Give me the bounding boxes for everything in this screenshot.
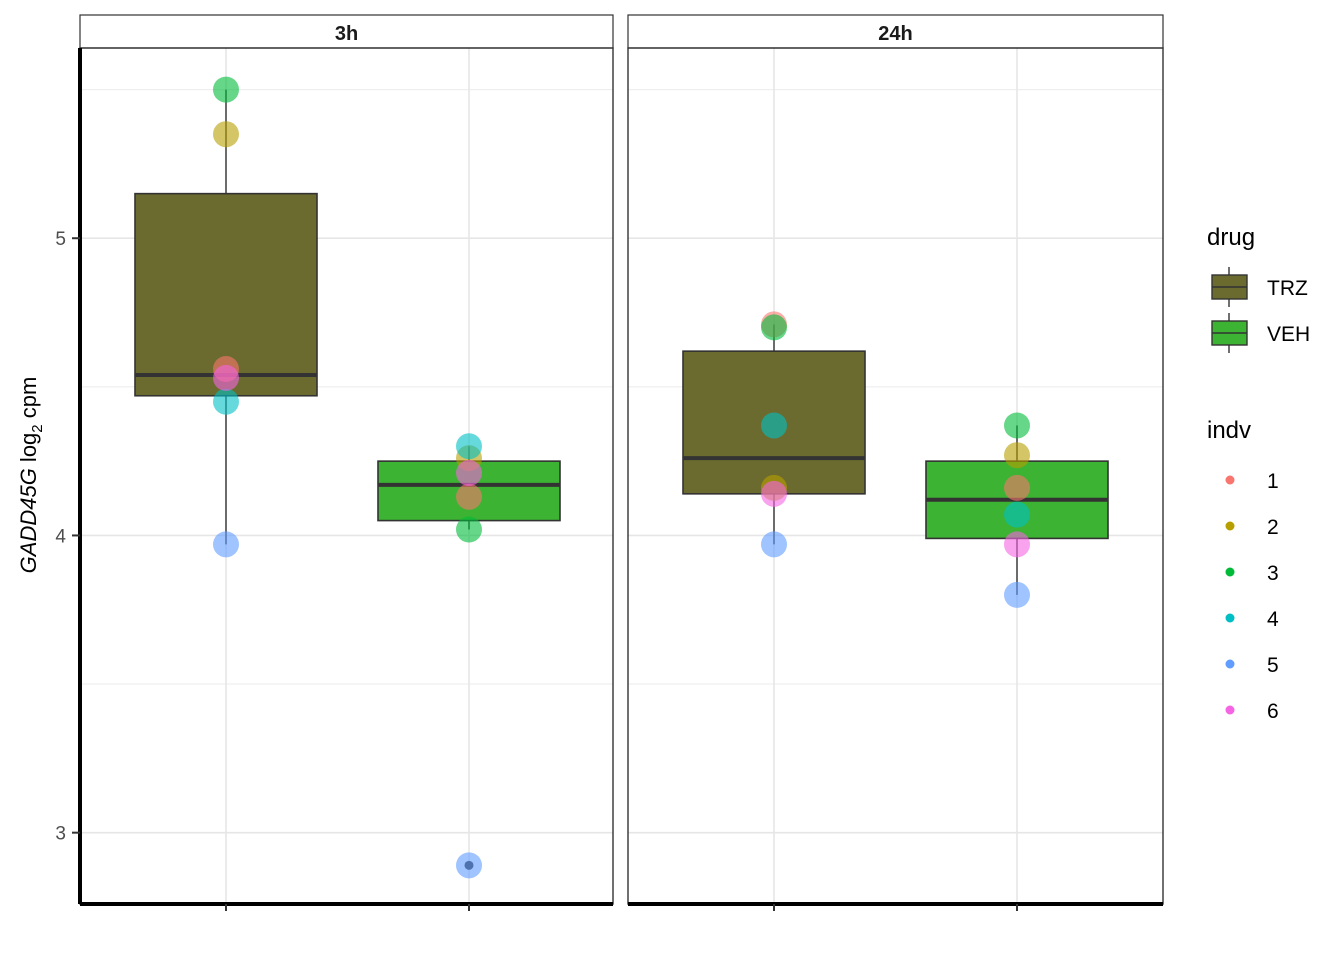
facet-strip-label: 24h: [878, 23, 912, 45]
legend-label-indv-4: 4: [1267, 608, 1279, 631]
point-indv-3: [213, 76, 239, 103]
y-axis-title-sub: 2: [29, 424, 46, 432]
legend-label-trz: TRZ: [1267, 277, 1308, 300]
legend-label-indv-1: 1: [1267, 470, 1279, 493]
point-indv-4: [1004, 501, 1030, 528]
point-indv-6: [456, 460, 482, 487]
point-indv-6: [761, 480, 787, 507]
point-indv-5: [213, 531, 239, 558]
point-indv-1: [1004, 474, 1030, 501]
facet-strip: [79, 14, 614, 49]
y-axis-title-unit: cpm: [16, 377, 41, 419]
point-indv-4: [456, 433, 482, 460]
y-tick-label: 3: [55, 824, 66, 845]
legend-key-indv-4: [1225, 613, 1235, 623]
legend-key-indv-1: [1225, 475, 1235, 485]
legend-label-indv-3: 3: [1267, 562, 1279, 585]
legend-label-indv-6: 6: [1267, 700, 1279, 723]
y-axis-title-gene: GADD45G: [16, 468, 41, 573]
legend: drug TRZ VEH indv 1 2 3 4 5 6: [1207, 224, 1310, 723]
point-indv-6: [213, 364, 239, 391]
legend-label-indv-2: 2: [1267, 516, 1279, 539]
legend-key-indv-6: [1225, 705, 1235, 715]
y-axis-title-log: log: [16, 433, 41, 462]
legend-title-drug: drug: [1207, 224, 1255, 251]
point-indv-4: [761, 412, 787, 439]
point-indv-4: [213, 388, 239, 415]
point-indv-5: [456, 852, 482, 879]
legend-key-indv-3: [1225, 567, 1235, 577]
y-axis-title: GADD45G log2 cpm: [16, 377, 46, 574]
point-indv-2: [1004, 442, 1030, 469]
facet-panel-3h: 3h: [78, 14, 614, 911]
facet-strip: [627, 14, 1164, 49]
y-tick-label: 4: [55, 526, 66, 547]
y-axis: 3 4 5: [55, 229, 80, 845]
point-indv-2: [213, 121, 239, 148]
legend-label-indv-5: 5: [1267, 654, 1279, 677]
legend-key-trz: [1211, 267, 1248, 307]
y-tick-label: 5: [55, 229, 66, 250]
facet-panels: 3h 24h: [78, 14, 1164, 911]
point-indv-3: [1004, 412, 1030, 439]
legend-key-veh: [1211, 313, 1248, 353]
point-indv-1: [456, 483, 482, 510]
legend-key-indv-2: [1225, 521, 1235, 531]
legend-label-veh: VEH: [1267, 323, 1310, 346]
legend-title-indv: indv: [1207, 417, 1251, 444]
facet-strip-label: 3h: [335, 23, 358, 45]
point-indv-6: [1004, 531, 1030, 558]
facet-panel-24h: 24h: [627, 14, 1164, 911]
point-indv-3: [761, 314, 787, 341]
legend-key-indv-5: [1225, 659, 1235, 669]
point-indv-5: [1004, 581, 1030, 608]
point-indv-3: [456, 516, 482, 543]
point-indv-5: [761, 531, 787, 558]
